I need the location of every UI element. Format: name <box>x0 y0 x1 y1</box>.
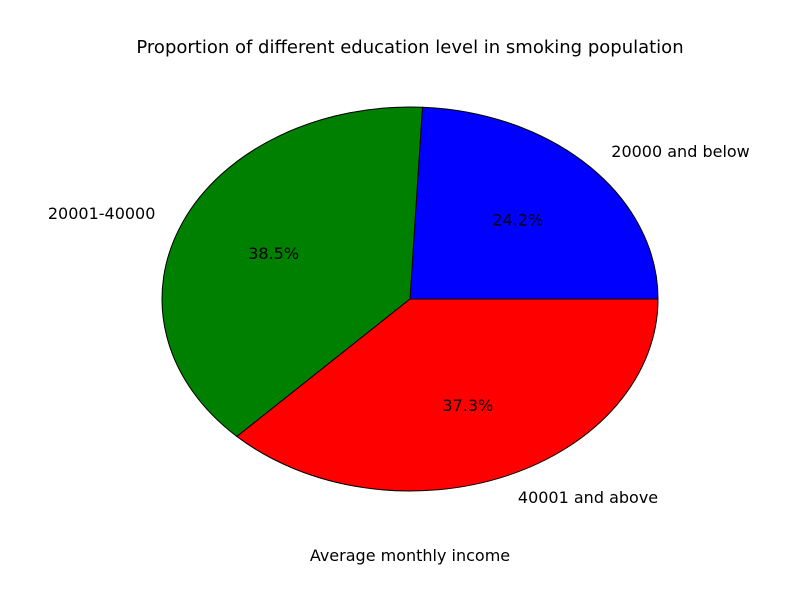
slice-label: 20001-40000 <box>48 204 156 223</box>
slice-20001-40000 <box>161 106 423 438</box>
slice-40001-and-above <box>236 298 659 492</box>
pie-labels: 20000 and below 24.2% 20001-40000 38.5% 4000… <box>48 142 750 507</box>
pie-slices <box>161 106 659 492</box>
slice-percent-label: 38.5% <box>248 244 299 263</box>
slice-label: 20000 and below <box>611 142 750 161</box>
slice-20000-and-below <box>409 106 659 300</box>
chart-title: Proportion of different education level … <box>136 37 683 58</box>
slice-percent-label: 37.3% <box>442 396 493 415</box>
x-axis-label: Average monthly income <box>310 546 510 565</box>
slice-label: 40001 and above <box>518 488 658 507</box>
slice-percent-label: 24.2% <box>492 211 543 230</box>
